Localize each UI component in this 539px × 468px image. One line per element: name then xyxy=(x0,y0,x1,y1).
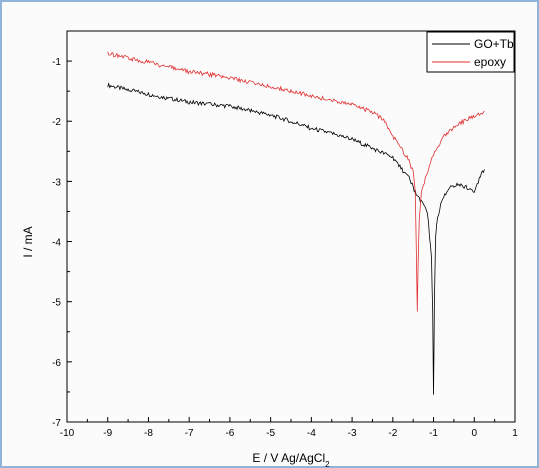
y-tick-label: -6 xyxy=(52,358,61,369)
y-tick-label: -7 xyxy=(52,418,61,429)
y-tick-label: -3 xyxy=(52,177,61,188)
y-tick-label: -4 xyxy=(52,238,61,249)
y-tick-label: -5 xyxy=(52,298,61,309)
y-axis-title: I / mA xyxy=(21,226,35,257)
x-tick-label: -1 xyxy=(429,428,438,439)
x-tick-label: -8 xyxy=(144,428,153,439)
x-tick-label: -9 xyxy=(103,428,112,439)
x-tick-label: -2 xyxy=(388,428,397,439)
y-tick-label: -2 xyxy=(52,117,61,128)
series-line-go-tb xyxy=(107,82,485,395)
x-axis-title-subscript: 2 xyxy=(325,460,330,468)
x-tick-label: 0 xyxy=(471,428,477,439)
legend-box xyxy=(426,31,515,73)
x-tick-label: -5 xyxy=(266,428,275,439)
legend-label-go-tb: GO+Tb xyxy=(474,37,514,51)
y-axis-ticks: -1 -2 -3 -4 -5 -6 -7 xyxy=(52,30,72,429)
x-tick-label: -6 xyxy=(225,428,234,439)
y-tick-label: -1 xyxy=(52,57,61,68)
x-axis-title-main: E / V Ag/AgCl xyxy=(252,451,325,465)
x-axis-title: E / V Ag/AgCl2 xyxy=(252,451,330,468)
x-tick-label: -4 xyxy=(307,428,316,439)
x-tick-label: -3 xyxy=(348,428,357,439)
legend: GO+Tb epoxy xyxy=(426,31,515,73)
x-tick-label: 1 xyxy=(512,428,518,439)
x-axis-ticks: -10 -9 -8 -7 -6 -5 -4 -3 -2 -1 0 1 xyxy=(60,417,518,439)
series-line-epoxy xyxy=(107,51,485,312)
x-tick-label: -7 xyxy=(185,428,194,439)
x-tick-label: -10 xyxy=(60,428,75,439)
series-layer xyxy=(107,51,485,395)
legend-label-epoxy: epoxy xyxy=(474,55,506,69)
